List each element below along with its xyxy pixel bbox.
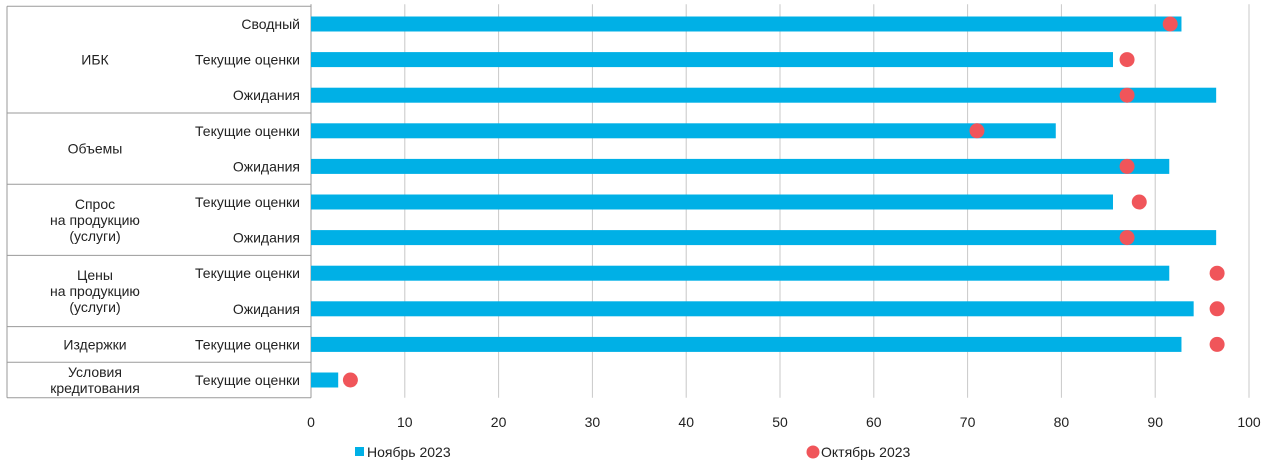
category-label: Ожидания xyxy=(233,230,300,246)
x-tick-label: 10 xyxy=(397,414,413,430)
dot-marker xyxy=(342,372,358,388)
category-label: Ожидания xyxy=(233,301,300,317)
category-label: Текущие оценки xyxy=(195,194,300,210)
group-label: Условия xyxy=(68,364,122,380)
x-tick-label: 50 xyxy=(772,414,788,430)
bar xyxy=(311,301,1194,317)
legend: Ноябрь 2023 Октябрь 2023 xyxy=(355,444,911,460)
group-label: (услуги) xyxy=(69,228,120,244)
group-label: кредитования xyxy=(50,380,140,396)
category-label: Ожидания xyxy=(233,87,300,103)
category-label: Текущие оценки xyxy=(195,52,300,68)
group-label: на продукцию xyxy=(50,283,140,299)
x-tick-label: 100 xyxy=(1237,414,1261,430)
x-axis-ticks: 0 10 20 30 40 50 60 70 80 90 100 xyxy=(307,414,1261,430)
group-label: Объемы xyxy=(68,141,123,157)
dot-marker xyxy=(969,123,985,139)
group-label: (услуги) xyxy=(69,299,120,315)
group-label: Издержки xyxy=(63,336,126,352)
group-label: на продукцию xyxy=(50,212,140,228)
x-tick-label: 90 xyxy=(1147,414,1163,430)
dot-marker xyxy=(1119,158,1135,174)
bar xyxy=(311,52,1113,68)
bar xyxy=(311,265,1170,281)
bar xyxy=(311,194,1113,210)
category-label: Ожидания xyxy=(233,158,300,174)
bar xyxy=(311,123,1056,139)
bar xyxy=(311,158,1170,174)
x-tick-label: 0 xyxy=(307,414,315,430)
legend-label: Ноябрь 2023 xyxy=(367,444,451,460)
category-label: Текущие оценки xyxy=(195,123,300,139)
dot-series xyxy=(342,16,1225,388)
bar xyxy=(311,230,1217,246)
group-label: ИБК xyxy=(81,52,109,68)
x-tick-label: 20 xyxy=(491,414,507,430)
legend-label: Октябрь 2023 xyxy=(821,444,911,460)
dot-marker xyxy=(1209,336,1225,352)
bar xyxy=(311,336,1182,352)
bar xyxy=(311,87,1217,103)
dot-marker xyxy=(1162,16,1178,32)
x-tick-label: 40 xyxy=(678,414,694,430)
dot-marker xyxy=(1119,230,1135,246)
x-tick-label: 60 xyxy=(866,414,882,430)
legend-swatch xyxy=(355,447,364,456)
dot-marker xyxy=(1119,87,1135,103)
bar xyxy=(311,16,1182,32)
x-tick-label: 80 xyxy=(1054,414,1070,430)
x-tick-label: 70 xyxy=(960,414,976,430)
bar-series xyxy=(311,16,1217,388)
dot-marker xyxy=(1131,194,1147,210)
dot-marker xyxy=(1119,52,1135,68)
legend-swatch xyxy=(806,445,820,459)
x-tick-label: 30 xyxy=(585,414,601,430)
bar xyxy=(311,372,339,388)
category-label: Сводный xyxy=(241,16,300,32)
group-label: Цены xyxy=(77,267,113,283)
category-label: Текущие оценки xyxy=(195,336,300,352)
category-label: Текущие оценки xyxy=(195,372,300,388)
category-label: Текущие оценки xyxy=(195,265,300,281)
dot-marker xyxy=(1209,265,1225,281)
group-label: Спрос xyxy=(75,196,115,212)
dot-marker xyxy=(1209,301,1225,317)
